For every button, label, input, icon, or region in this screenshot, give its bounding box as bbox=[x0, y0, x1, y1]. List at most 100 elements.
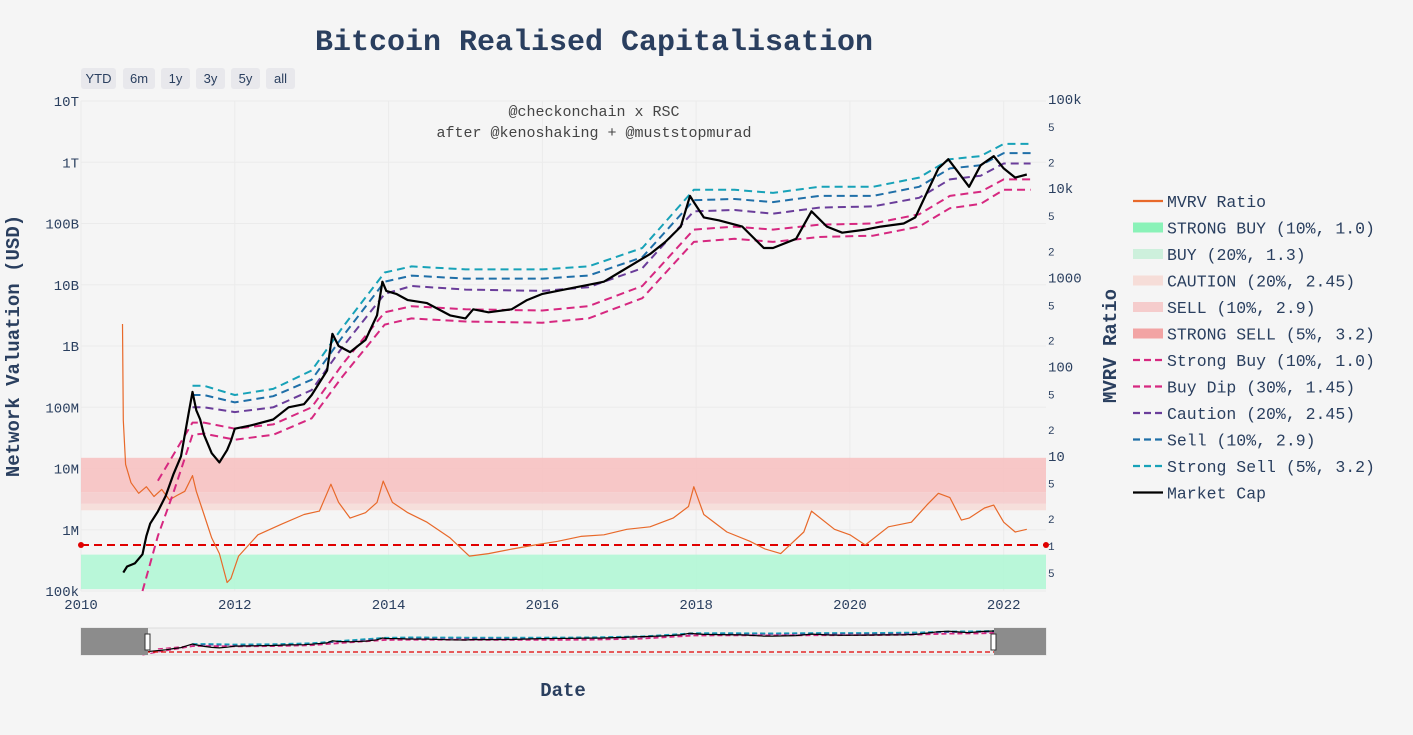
y2-tick-label: 5 bbox=[1048, 480, 1055, 492]
range-button-bg bbox=[81, 68, 116, 89]
range-slider-mask-right bbox=[994, 628, 1046, 655]
range-button-5y[interactable]: 5y bbox=[231, 68, 260, 89]
y-tick-label: 10M bbox=[54, 463, 79, 479]
zone-band bbox=[81, 503, 1046, 511]
y-tick-label: 100M bbox=[45, 401, 79, 417]
range-selector: YTD 6m 1y 3y 5y all bbox=[81, 68, 295, 89]
x-tick-label: 2022 bbox=[987, 598, 1021, 614]
y-tick-label: 100k bbox=[45, 585, 79, 601]
x-tick-label: 2014 bbox=[372, 598, 406, 614]
legend-item-strong-buy-10-1-0[interactable]: Strong Buy (10%, 1.0) bbox=[1133, 352, 1375, 371]
x-tick-label: 2020 bbox=[833, 598, 867, 614]
y-tick-label: 1B bbox=[62, 340, 79, 356]
y2-tick-label: 1 bbox=[1048, 542, 1055, 554]
y2-tick-label: 2 bbox=[1048, 248, 1055, 260]
series-market-cap bbox=[122, 155, 1028, 574]
range-button-label: 3y bbox=[204, 71, 218, 86]
chart-title: Bitcoin Realised Capitalisation bbox=[315, 26, 873, 60]
range-button-ytd[interactable]: YTD bbox=[81, 68, 116, 89]
y-tick-label: 100B bbox=[45, 218, 79, 234]
range-button-label: 6m bbox=[130, 71, 148, 86]
annotation-line-1: @checkonchain x RSC bbox=[508, 104, 679, 121]
zone-band bbox=[81, 457, 1046, 493]
mvrv-one-marker-right bbox=[1043, 542, 1049, 548]
y2-tick-label: 100 bbox=[1048, 361, 1073, 377]
range-slider-mask-left bbox=[81, 628, 148, 655]
legend-item-strong-sell-5-3-2[interactable]: STRONG SELL (5%, 3.2) bbox=[1133, 326, 1375, 345]
legend-label: STRONG BUY (10%, 1.0) bbox=[1167, 220, 1375, 239]
legend-label: CAUTION (20%, 2.45) bbox=[1167, 273, 1355, 292]
legend-label: MVRV Ratio bbox=[1167, 193, 1266, 212]
zone-band bbox=[81, 554, 1046, 590]
series-group bbox=[121, 142, 1031, 592]
legend-item-market-cap[interactable]: Market Cap bbox=[1133, 485, 1266, 504]
x-axis-title: Date bbox=[540, 680, 586, 702]
range-slider-handle-left[interactable] bbox=[144, 633, 151, 651]
range-slider-series bbox=[81, 629, 1046, 656]
y-tick-label: 1M bbox=[62, 524, 79, 540]
range-slider-line bbox=[157, 631, 1031, 650]
range-slider-line bbox=[142, 632, 1031, 656]
legend-label: Market Cap bbox=[1167, 485, 1266, 504]
legend-swatch bbox=[1133, 275, 1163, 286]
range-slider-handle-right[interactable] bbox=[990, 633, 997, 651]
legend-item-buy-20-1-3[interactable]: BUY (20%, 1.3) bbox=[1133, 246, 1306, 265]
range-button-all[interactable]: all bbox=[266, 68, 295, 89]
x-tick-label: 2010 bbox=[64, 598, 98, 614]
annotation-line-2: after @kenoshaking + @muststopmurad bbox=[436, 125, 751, 142]
range-button-bg bbox=[123, 68, 155, 89]
range-button-6m[interactable]: 6m bbox=[123, 68, 155, 89]
legend-item-sell-10-2-9[interactable]: SELL (10%, 2.9) bbox=[1133, 299, 1316, 318]
range-button-3y[interactable]: 3y bbox=[196, 68, 225, 89]
legend-item-sell-10-2-9[interactable]: Sell (10%, 2.9) bbox=[1133, 432, 1316, 451]
legend-label: STRONG SELL (5%, 3.2) bbox=[1167, 326, 1375, 345]
legend-label: Strong Buy (10%, 1.0) bbox=[1167, 352, 1375, 371]
range-slider-line bbox=[123, 630, 1027, 655]
range-button-label: 1y bbox=[169, 71, 183, 86]
y-tick-label: 10B bbox=[54, 279, 79, 295]
legend-item-strong-sell-5-3-2[interactable]: Strong Sell (5%, 3.2) bbox=[1133, 458, 1375, 477]
y2-axis-ticks: 100k 5 2 10k 5 2 1000 5 2 100 5 2 10 5 2 1 5 bbox=[1048, 93, 1082, 581]
legend-item-caution-20-2-45[interactable]: CAUTION (20%, 2.45) bbox=[1133, 273, 1355, 292]
range-button-label: YTD bbox=[86, 71, 112, 86]
legend-item-mvrv-ratio[interactable]: MVRV Ratio bbox=[1133, 193, 1266, 212]
legend-item-caution-20-2-45[interactable]: Caution (20%, 2.45) bbox=[1133, 405, 1355, 424]
y2-axis-title: MVRV Ratio bbox=[1100, 289, 1122, 403]
legend-swatch bbox=[1133, 328, 1163, 339]
y-tick-label: 1T bbox=[62, 156, 79, 172]
x-tick-label: 2018 bbox=[679, 598, 713, 614]
mvrv-zones bbox=[78, 457, 1049, 590]
y2-tick-label: 10k bbox=[1048, 182, 1073, 198]
range-button-label: all bbox=[274, 71, 287, 86]
x-axis-ticks: 2010 2012 2014 2016 2018 2020 2022 bbox=[64, 598, 1020, 614]
range-button-label: 5y bbox=[239, 71, 253, 86]
series-buy-dip-30-1-45 bbox=[157, 178, 1031, 482]
legend: MVRV Ratio STRONG BUY (10%, 1.0) BUY (20%,… bbox=[1133, 193, 1375, 504]
legend-label: Strong Sell (5%, 3.2) bbox=[1167, 458, 1375, 477]
legend-swatch bbox=[1133, 302, 1163, 312]
range-button-1y[interactable]: 1y bbox=[161, 68, 190, 89]
y2-tick-label: 1000 bbox=[1048, 271, 1082, 287]
x-tick-label: 2012 bbox=[218, 598, 252, 614]
series-mvrv-ratio bbox=[121, 323, 1027, 584]
y2-tick-label: 5 bbox=[1048, 123, 1055, 135]
y2-tick-label: 2 bbox=[1048, 337, 1055, 349]
legend-label: Caution (20%, 2.45) bbox=[1167, 405, 1355, 424]
y-axis-ticks: 10T 1T 100B 10B 1B 100M 10M 1M 100k bbox=[45, 95, 79, 601]
legend-item-buy-dip-30-1-45[interactable]: Buy Dip (30%, 1.45) bbox=[1133, 379, 1355, 398]
zone-band bbox=[81, 492, 1046, 504]
y2-tick-label: 5 bbox=[1048, 212, 1055, 224]
legend-swatch bbox=[1133, 222, 1163, 233]
range-slider[interactable] bbox=[80, 627, 1047, 656]
range-button-bg bbox=[266, 68, 295, 89]
y2-tick-label: 5 bbox=[1048, 301, 1055, 313]
range-button-bg bbox=[231, 68, 260, 89]
legend-label: SELL (10%, 2.9) bbox=[1167, 299, 1316, 318]
x-tick-label: 2016 bbox=[526, 598, 560, 614]
range-button-bg bbox=[161, 68, 190, 89]
y2-tick-label: 5 bbox=[1048, 390, 1055, 402]
y-tick-label: 10T bbox=[54, 95, 79, 111]
legend-item-strong-buy-10-1-0[interactable]: STRONG BUY (10%, 1.0) bbox=[1133, 220, 1375, 239]
legend-label: Buy Dip (30%, 1.45) bbox=[1167, 379, 1355, 398]
